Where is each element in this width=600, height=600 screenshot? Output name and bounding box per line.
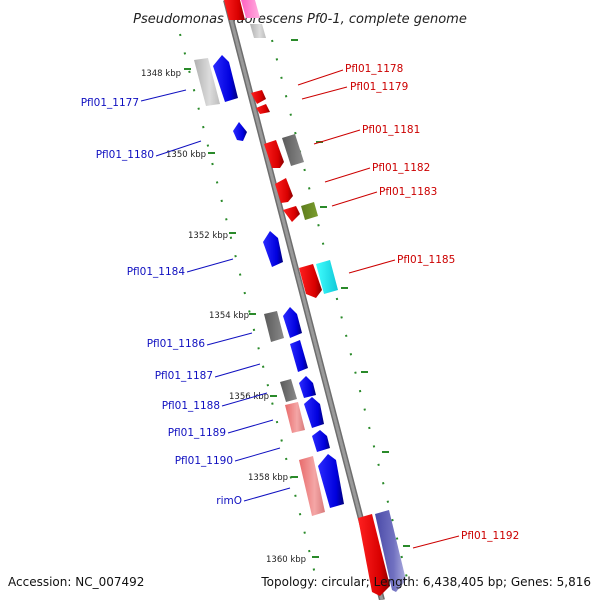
gene-label-pfl01-1184[interactable]: Pfl01_1184 bbox=[127, 266, 186, 278]
kbp-label-1352: 1352 kbp bbox=[188, 231, 228, 241]
gene-label-pfl01-1182[interactable]: Pfl01_1182 bbox=[372, 162, 430, 174]
gene-label-pfl01-1189[interactable]: Pfl01_1189 bbox=[168, 427, 226, 439]
gene-label-pfl01-1190[interactable]: Pfl01_1190 bbox=[175, 455, 233, 467]
right-gene-labels: Pfl01_1178 Pfl01_1179 Pfl01_1181 Pfl01_1… bbox=[345, 63, 519, 542]
gene-blue-1187[interactable] bbox=[290, 340, 308, 372]
gene-light-gray-1177-left[interactable] bbox=[194, 58, 220, 106]
gene-red-1192[interactable] bbox=[358, 514, 390, 596]
gene-gray-1181[interactable] bbox=[282, 134, 304, 166]
right-leader-lines bbox=[297, 69, 460, 549]
gene-red-1181[interactable] bbox=[264, 140, 284, 168]
gene-top-red[interactable] bbox=[224, 0, 245, 20]
genes bbox=[194, 0, 406, 596]
gene-red-1183[interactable] bbox=[283, 206, 300, 222]
kbp-label-1356: 1356 kbp bbox=[229, 392, 269, 402]
kbp-label-1354: 1354 kbp bbox=[209, 311, 249, 321]
left-leader-lines bbox=[140, 89, 291, 502]
gene-red-1185[interactable] bbox=[299, 264, 322, 298]
kbp-label-1358: 1358 kbp bbox=[248, 473, 288, 483]
sequence-backbone bbox=[223, 0, 385, 600]
gene-blue-1190[interactable] bbox=[312, 430, 330, 452]
gene-red-1179[interactable] bbox=[256, 104, 270, 114]
kbp-label-1360: 1360 kbp bbox=[266, 555, 306, 565]
gene-label-rimo[interactable]: rimO bbox=[216, 495, 242, 507]
genome-summary-text: Topology: circular; Length: 6,438,405 bp… bbox=[260, 575, 591, 589]
gene-label-pfl01-1180[interactable]: Pfl01_1180 bbox=[96, 149, 154, 161]
gene-pink-1189[interactable] bbox=[285, 402, 305, 433]
gene-label-pfl01-1188[interactable]: Pfl01_1188 bbox=[162, 400, 220, 412]
kbp-labels: 1348 kbp 1350 kbp 1352 kbp 1354 kbp 1356… bbox=[141, 69, 306, 565]
gene-label-pfl01-1185[interactable]: Pfl01_1185 bbox=[397, 254, 455, 266]
gene-label-pfl01-1192[interactable]: Pfl01_1192 bbox=[461, 530, 519, 542]
gene-blue-1188[interactable] bbox=[299, 376, 316, 398]
gene-red-1182[interactable] bbox=[275, 178, 293, 203]
gene-blue-1177[interactable] bbox=[213, 55, 238, 102]
gene-blue-1184[interactable] bbox=[263, 231, 283, 267]
kbp-label-1350: 1350 kbp bbox=[166, 150, 206, 160]
gene-label-pfl01-1187[interactable]: Pfl01_1187 bbox=[155, 370, 213, 382]
accession-text: Accession: NC_007492 bbox=[8, 575, 144, 589]
gene-olive-1183[interactable] bbox=[301, 202, 318, 220]
gene-label-pfl01-1179[interactable]: Pfl01_1179 bbox=[350, 81, 408, 93]
gene-gray-1188[interactable] bbox=[280, 379, 297, 402]
gene-blue-1180[interactable] bbox=[233, 122, 247, 141]
kbp-tick-marks bbox=[184, 39, 410, 558]
gene-pink-rimo[interactable] bbox=[299, 456, 325, 516]
gene-label-pfl01-1183[interactable]: Pfl01_1183 bbox=[379, 186, 437, 198]
gene-blue-rimo[interactable] bbox=[318, 454, 344, 508]
gene-label-pfl01-1177[interactable]: Pfl01_1177 bbox=[81, 97, 139, 109]
kbp-label-1348: 1348 kbp bbox=[141, 69, 181, 79]
gene-cyan-1185[interactable] bbox=[316, 260, 338, 294]
gene-blue-1189[interactable] bbox=[304, 397, 324, 428]
gene-label-pfl01-1178[interactable]: Pfl01_1178 bbox=[345, 63, 403, 75]
gene-purple-1192[interactable] bbox=[375, 510, 406, 592]
gene-red-1178[interactable] bbox=[251, 90, 266, 104]
left-gene-labels: Pfl01_1177 Pfl01_1180 Pfl01_1184 Pfl01_1… bbox=[81, 97, 242, 507]
gene-gray-1186[interactable] bbox=[264, 311, 284, 342]
gene-blue-1186[interactable] bbox=[283, 307, 302, 338]
gene-top-magenta[interactable] bbox=[241, 0, 260, 18]
gene-label-pfl01-1186[interactable]: Pfl01_1186 bbox=[147, 338, 206, 350]
map-title: Pseudomonas fluorescens Pf0-1, complete … bbox=[133, 12, 467, 27]
gene-label-pfl01-1181[interactable]: Pfl01_1181 bbox=[362, 124, 420, 136]
gene-top-gray[interactable] bbox=[250, 24, 266, 38]
